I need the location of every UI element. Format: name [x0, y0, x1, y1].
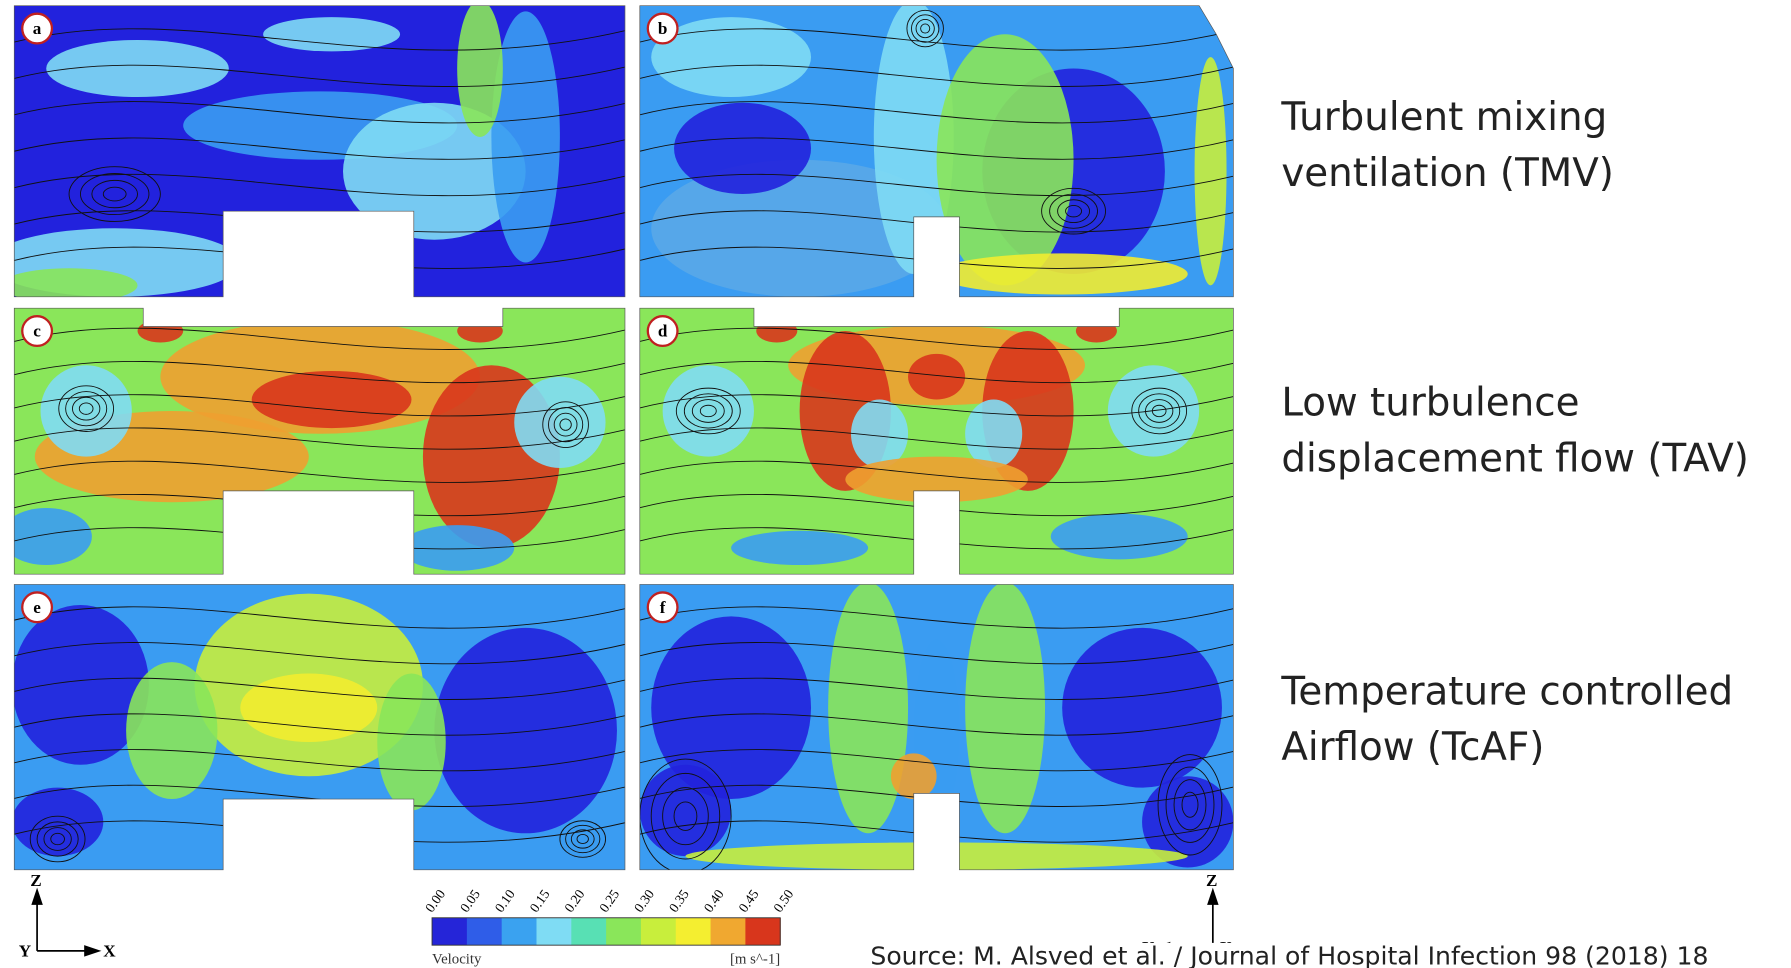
axis-label: Z: [1206, 871, 1217, 890]
colorbar-segment: [502, 918, 537, 945]
figure: a b c d e f Turbulent mixing ventilation (TMV…: [0, 0, 1791, 968]
flow-panel: [1, 308, 625, 574]
velocity-region: [891, 753, 937, 799]
colorbar-tick-label: 0.10: [492, 887, 518, 915]
panel-label: d: [658, 322, 668, 341]
velocity-region: [1051, 514, 1188, 560]
panel-label: a: [33, 19, 42, 38]
arrowhead: [1208, 890, 1217, 904]
velocity-region: [674, 103, 811, 194]
colorbar-segment: [467, 918, 502, 945]
velocity-region: [937, 253, 1188, 294]
velocity-region: [908, 354, 965, 400]
panel-label: f: [660, 598, 666, 617]
flow-panel: [0, 0, 625, 303]
colorbar-tick-label: 0.40: [701, 887, 727, 915]
description-line: Temperature controlled: [1280, 669, 1733, 714]
velocity-region: [1076, 320, 1117, 343]
panel-label: c: [33, 322, 41, 341]
flow-panel: [12, 584, 625, 869]
velocity-region: [457, 320, 503, 343]
panel-label: b: [658, 19, 668, 38]
colorbar-segment: [432, 918, 467, 945]
panel-label: e: [33, 598, 41, 617]
description-line: Airflow (TcAF): [1281, 725, 1544, 770]
source: Source: M. Alsved et al. / Journal of Ho…: [870, 942, 1708, 968]
arrowhead: [85, 946, 99, 955]
axis-triad-left: Z Y X: [19, 871, 116, 961]
colorbar-tick-label: 0.30: [631, 887, 657, 915]
velocity-region: [263, 822, 377, 868]
description-line: displacement flow (TAV): [1281, 436, 1749, 481]
colorbar-segment: [606, 918, 641, 945]
colorbar-tick-label: 0.35: [666, 887, 692, 915]
velocity-region: [457, 0, 503, 137]
colorbar-segment: [711, 918, 746, 945]
velocity-region: [756, 320, 797, 343]
velocity-region: [377, 673, 445, 810]
colorbar-segment: [676, 918, 711, 945]
colorbar-segment: [571, 918, 606, 945]
colorbar-tick-label: 0.50: [770, 887, 796, 915]
colorbar-segment: [745, 918, 780, 945]
colorbar-tick-label: 0.45: [736, 887, 762, 915]
velocity-region: [263, 17, 400, 51]
colorbar-tick-label: 0.25: [596, 887, 622, 915]
colorbar-tick-label: 0.00: [422, 887, 448, 915]
velocity-region: [126, 662, 217, 799]
colorbar-segment: [641, 918, 676, 945]
velocity-region: [845, 457, 1028, 503]
velocity-region: [965, 400, 1022, 468]
velocity-region: [240, 673, 377, 741]
velocity-region: [685, 842, 1187, 869]
velocity-region: [937, 34, 1074, 285]
velocity-region: [1, 268, 138, 302]
velocity-region: [41, 365, 132, 456]
colorbar-tick-label: 0.05: [457, 887, 483, 915]
velocity-region: [252, 371, 412, 428]
velocity-region: [434, 628, 617, 833]
description-line: Turbulent mixing: [1280, 95, 1607, 140]
colorbar-tick-label: 0.15: [527, 887, 553, 915]
page: a b c d e f Turbulent mixing ventilation (TMV…: [0, 0, 1791, 968]
descriptions: Turbulent mixing ventilation (TMV) Low t…: [1280, 95, 1749, 770]
colorbar-title: Velocity: [432, 951, 482, 967]
velocity-region: [965, 582, 1045, 833]
velocity-region: [138, 320, 184, 343]
colorbar-tick-label: 0.20: [561, 887, 587, 915]
axis-label: X: [103, 942, 116, 961]
flow-panel: [640, 582, 1234, 873]
flow-panel: [640, 308, 1234, 574]
velocity-region: [640, 765, 731, 856]
axis-label: Z: [30, 871, 41, 890]
arrowhead: [33, 890, 42, 904]
colorbar-unit: [m s^-1]: [730, 951, 780, 967]
colorbar-segment: [536, 918, 571, 945]
velocity-region: [731, 531, 868, 565]
panels: a b c d e f: [0, 0, 1233, 873]
velocity-region: [828, 582, 908, 833]
velocity-region: [1195, 57, 1227, 285]
description-line: Low turbulence: [1281, 381, 1579, 426]
description-line: ventilation (TMV): [1281, 151, 1614, 196]
velocity-region: [914, 639, 960, 822]
axis-label: Y: [19, 942, 32, 961]
flow-panel: [640, 0, 1234, 297]
colorbar: Velocity [m s^-1] 0.00 0.05 0.10 0.15 0.20 0.…: [422, 887, 796, 968]
